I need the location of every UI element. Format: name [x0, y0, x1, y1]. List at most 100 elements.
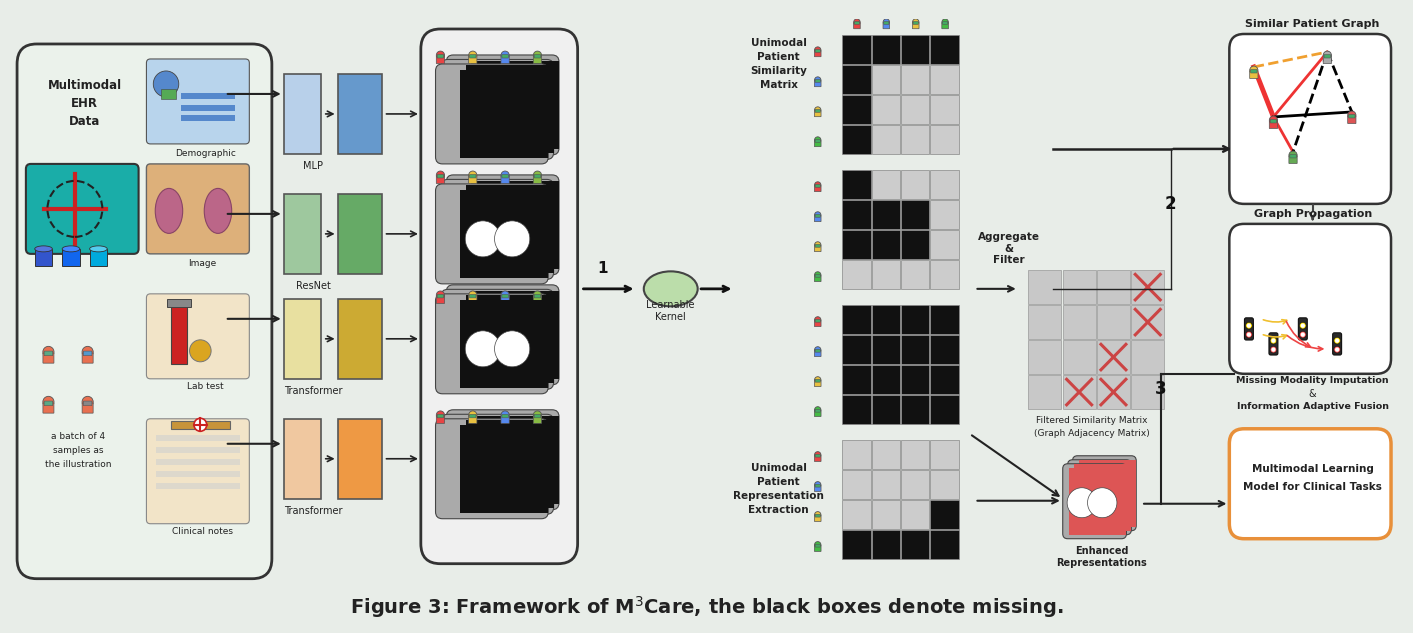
FancyBboxPatch shape: [502, 416, 509, 423]
FancyBboxPatch shape: [1323, 56, 1331, 63]
FancyBboxPatch shape: [437, 415, 444, 418]
Bar: [284, 299, 321, 379]
Ellipse shape: [35, 246, 52, 252]
Bar: [930, 335, 959, 364]
FancyBboxPatch shape: [815, 80, 821, 82]
FancyBboxPatch shape: [534, 175, 541, 178]
FancyBboxPatch shape: [42, 403, 54, 413]
Bar: [901, 395, 930, 423]
Circle shape: [883, 19, 890, 25]
FancyBboxPatch shape: [82, 403, 93, 413]
Bar: [872, 395, 900, 423]
Text: a batch of 4: a batch of 4: [51, 432, 105, 441]
FancyBboxPatch shape: [815, 410, 821, 412]
Bar: [461, 300, 548, 388]
Bar: [167, 299, 191, 307]
FancyBboxPatch shape: [534, 294, 541, 298]
Text: Transformer: Transformer: [284, 385, 342, 396]
Bar: [930, 200, 959, 229]
FancyBboxPatch shape: [502, 175, 509, 178]
Bar: [1096, 375, 1130, 409]
Bar: [842, 335, 870, 364]
Circle shape: [1334, 346, 1341, 353]
FancyBboxPatch shape: [447, 55, 560, 155]
Bar: [872, 170, 900, 199]
Circle shape: [814, 77, 821, 84]
Bar: [930, 365, 959, 394]
Circle shape: [1246, 323, 1251, 328]
Bar: [930, 170, 959, 199]
Bar: [901, 470, 930, 499]
Circle shape: [194, 418, 206, 431]
Bar: [842, 260, 870, 289]
Circle shape: [82, 396, 93, 408]
FancyBboxPatch shape: [1332, 333, 1341, 355]
Bar: [157, 471, 240, 477]
Bar: [157, 435, 240, 441]
FancyBboxPatch shape: [437, 296, 445, 303]
Bar: [338, 299, 382, 379]
Bar: [872, 35, 900, 64]
Bar: [1029, 305, 1061, 339]
Bar: [1096, 270, 1130, 304]
FancyBboxPatch shape: [447, 410, 560, 510]
FancyBboxPatch shape: [1251, 70, 1258, 73]
Text: Unimodal
Patient
Similarity
Matrix: Unimodal Patient Similarity Matrix: [750, 38, 807, 90]
Bar: [842, 395, 870, 423]
FancyBboxPatch shape: [1348, 116, 1356, 123]
Text: Similar Patient Graph: Similar Patient Graph: [1245, 19, 1381, 29]
FancyBboxPatch shape: [815, 484, 821, 487]
Bar: [284, 194, 321, 274]
Circle shape: [502, 291, 509, 299]
FancyBboxPatch shape: [814, 486, 821, 491]
Bar: [89, 249, 107, 266]
Bar: [461, 70, 548, 158]
Circle shape: [533, 51, 541, 60]
Bar: [461, 425, 548, 513]
FancyBboxPatch shape: [437, 56, 445, 63]
FancyBboxPatch shape: [533, 176, 541, 184]
FancyBboxPatch shape: [1068, 460, 1132, 535]
Bar: [171, 304, 187, 364]
FancyBboxPatch shape: [441, 60, 554, 160]
Bar: [1132, 341, 1164, 374]
Circle shape: [1270, 337, 1277, 344]
Bar: [842, 470, 870, 499]
Circle shape: [502, 411, 509, 419]
Circle shape: [814, 212, 821, 218]
Ellipse shape: [644, 272, 698, 306]
Circle shape: [502, 171, 509, 179]
Circle shape: [814, 182, 821, 189]
FancyBboxPatch shape: [815, 274, 821, 277]
Bar: [872, 230, 900, 259]
FancyBboxPatch shape: [83, 351, 92, 356]
FancyBboxPatch shape: [469, 175, 476, 178]
Bar: [842, 305, 870, 334]
Bar: [930, 440, 959, 469]
Bar: [842, 125, 870, 154]
Bar: [1029, 375, 1061, 409]
FancyBboxPatch shape: [42, 353, 54, 363]
Bar: [284, 74, 321, 154]
Bar: [901, 35, 930, 64]
FancyBboxPatch shape: [17, 44, 271, 579]
Circle shape: [1067, 488, 1096, 518]
Circle shape: [1249, 66, 1258, 75]
Bar: [901, 365, 930, 394]
Bar: [901, 230, 930, 259]
FancyBboxPatch shape: [814, 80, 821, 87]
Bar: [901, 499, 930, 529]
Circle shape: [1348, 111, 1356, 120]
Circle shape: [814, 377, 821, 383]
Bar: [471, 291, 560, 379]
Circle shape: [814, 511, 821, 518]
FancyBboxPatch shape: [469, 416, 478, 423]
FancyBboxPatch shape: [814, 51, 821, 57]
Bar: [1029, 270, 1061, 304]
FancyBboxPatch shape: [533, 416, 541, 423]
Bar: [1096, 341, 1130, 374]
FancyBboxPatch shape: [1299, 318, 1307, 340]
FancyBboxPatch shape: [883, 23, 890, 28]
Bar: [1096, 305, 1130, 339]
Circle shape: [189, 340, 211, 362]
